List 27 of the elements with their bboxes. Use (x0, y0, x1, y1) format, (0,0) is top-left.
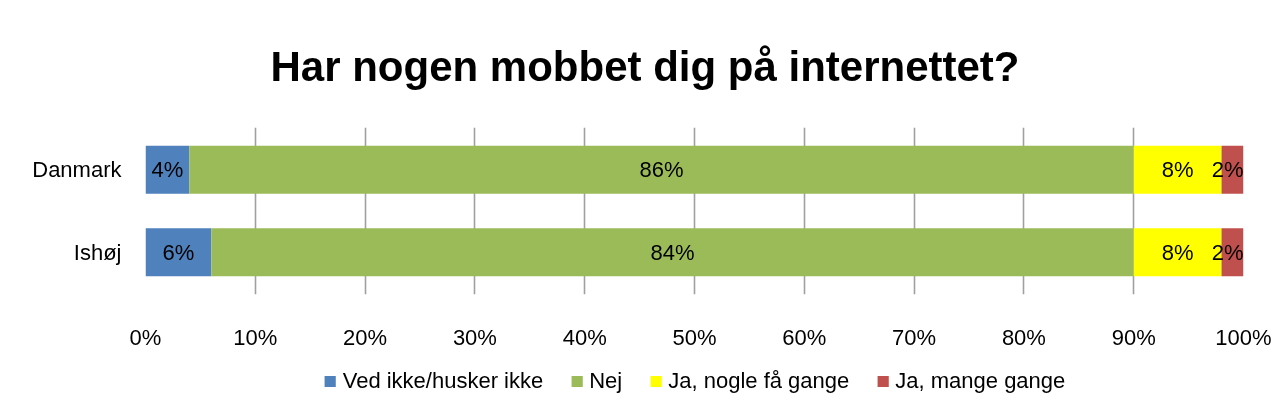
data-label: 86% (639, 157, 684, 183)
data-label: 84% (650, 239, 695, 265)
bar (145, 228, 212, 277)
x-tick-label: 20% (343, 324, 388, 350)
x-tick-label: 10% (233, 324, 278, 350)
legend-label: Ja, mange gange (895, 368, 1066, 394)
bar (211, 228, 1134, 277)
legend-label: Nej (589, 368, 623, 394)
data-label: 4% (151, 157, 184, 183)
x-tick-label: 50% (672, 324, 717, 350)
legend-label: Ja, nogle få gange (668, 368, 850, 394)
data-label: 6% (162, 239, 195, 265)
x-tick-label: 60% (782, 324, 827, 350)
x-tick-label: 0% (129, 324, 162, 350)
data-label: 8% (1161, 157, 1194, 183)
x-tick-label: 80% (1001, 324, 1046, 350)
y-tick-label: Ishøj (73, 239, 122, 265)
x-tick-label: 100% (1215, 324, 1272, 350)
data-label: 8% (1161, 239, 1194, 265)
chart-title: Har nogen mobbet dig på internettet? (270, 42, 1020, 90)
x-tick-label: 30% (452, 324, 497, 350)
x-tick-label: 90% (1111, 324, 1156, 350)
legend-label: Ved ikke/husker ikke (342, 368, 544, 394)
y-tick-label: Danmark (32, 157, 123, 183)
x-tick-label: 70% (892, 324, 937, 350)
x-tick-label: 40% (562, 324, 607, 350)
bar (189, 145, 1134, 194)
